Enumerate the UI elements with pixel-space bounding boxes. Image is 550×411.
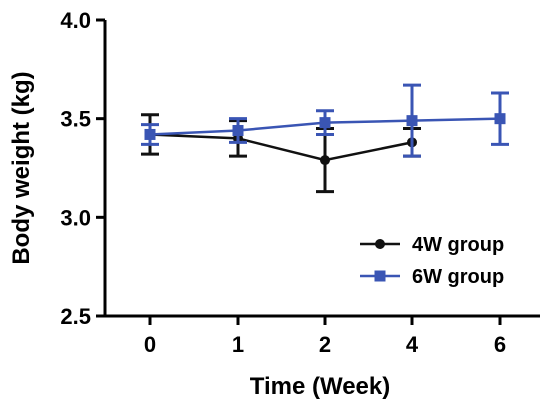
series-layer xyxy=(141,83,509,194)
x-axis-title: Time (Week) xyxy=(250,373,391,400)
series-line xyxy=(149,133,413,162)
data-point xyxy=(232,125,244,137)
y-axis-title: Body weight (kg) xyxy=(8,71,35,264)
legend-label: 4W group xyxy=(412,234,504,256)
y-tick-label: 3.0 xyxy=(60,205,91,230)
x-tick-label: 4 xyxy=(406,332,419,357)
x-ticks: 0 1 2 4 6 xyxy=(144,316,506,357)
axes: 2.5 3.0 3.5 4.0 0 1 2 4 6 xyxy=(60,8,540,357)
x-tick-label: 6 xyxy=(494,332,506,357)
y-tick-label: 4.0 xyxy=(60,8,91,33)
x-tick-label: 1 xyxy=(232,332,244,357)
y-tick-label: 2.5 xyxy=(60,304,91,329)
data-point xyxy=(406,115,418,127)
y-ticks: 2.5 3.0 3.5 4.0 xyxy=(60,8,105,329)
legend: 4W group 6W group xyxy=(360,234,504,288)
x-tick-label: 0 xyxy=(144,332,156,357)
legend-marker xyxy=(375,239,385,249)
data-point xyxy=(320,155,330,166)
legend-marker xyxy=(374,270,386,282)
data-point xyxy=(319,117,331,129)
data-point xyxy=(144,128,156,140)
y-tick-label: 3.5 xyxy=(60,107,91,132)
series-2 xyxy=(141,83,509,158)
x-tick-label: 2 xyxy=(319,332,331,357)
legend-label: 6W group xyxy=(412,266,504,288)
data-point xyxy=(494,113,506,125)
